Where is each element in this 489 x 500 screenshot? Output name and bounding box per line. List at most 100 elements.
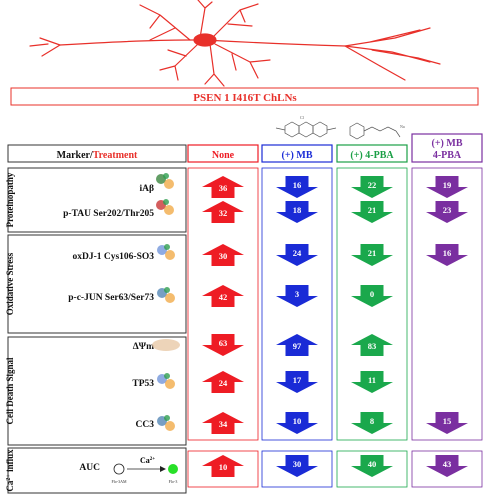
arrow-3-0-up-icon — [202, 285, 244, 307]
protein-structure-icon-1 — [156, 199, 174, 215]
value-6-3: 15 — [443, 416, 452, 426]
arrow-0-2-down-icon — [351, 176, 393, 198]
column-frame-0 — [187, 167, 259, 441]
value-6-0: 34 — [219, 419, 228, 429]
column-header-2: (+) 4-PBA — [350, 150, 394, 161]
arrow-6-2-down-icon — [351, 412, 393, 434]
column-frames — [187, 167, 483, 488]
calcium-ion-label: Ca2+ — [140, 456, 155, 465]
value-0-3: 19 — [443, 180, 452, 190]
column-frame-ca-0 — [187, 450, 259, 488]
mitochondrion-icon — [152, 339, 180, 351]
column-frame-3 — [411, 167, 483, 441]
marker-label-3: p-c-JUN Ser63/Ser73 — [68, 293, 154, 303]
value-7-0: 10 — [219, 462, 228, 472]
value-3-0: 42 — [219, 292, 228, 302]
value-7-3: 43 — [443, 459, 452, 469]
arrow-7-3-down-icon — [426, 455, 468, 477]
arrow-6-1-down-icon — [276, 412, 318, 434]
arrow-3-2-down-icon — [351, 285, 393, 307]
arrow-4-0-down-icon — [202, 334, 244, 356]
value-5-1: 17 — [293, 375, 302, 385]
arrow-5-1-down-icon — [276, 371, 318, 393]
flo3am-circle-icon — [113, 463, 125, 475]
value-3-2: 0 — [370, 289, 374, 299]
value-2-3: 16 — [443, 248, 452, 258]
4-pba-structure: Na — [349, 122, 405, 140]
arrow-5-2-down-icon — [351, 371, 393, 393]
ion-base: Ca — [140, 456, 150, 465]
marker-label-6: CC3 — [136, 420, 155, 430]
protein-structure-icon-3 — [157, 287, 175, 303]
marker-label-5: TP53 — [132, 379, 154, 389]
svg-text:Cl: Cl — [300, 115, 305, 120]
group-label-1: Oxidative Stress — [5, 252, 15, 315]
column-header-3-line1: (+) MB — [432, 138, 463, 149]
arrow-0-1-down-icon — [276, 176, 318, 198]
treatment-label: Treatment — [93, 150, 138, 161]
column-header-box-2 — [336, 144, 408, 163]
marker-label: Marker/ — [57, 150, 93, 161]
arrow-2-2-down-icon — [351, 244, 393, 266]
arrow-7-0-up-icon — [202, 455, 244, 477]
arrow-4-1-up-icon — [276, 334, 318, 356]
value-4-1: 97 — [293, 341, 302, 351]
group-label-2: Cell Death Signal — [5, 357, 15, 425]
group-label-0: Proteinopathy — [5, 172, 15, 227]
column-header-box-1 — [261, 144, 333, 163]
arrow-1-2-down-icon — [351, 201, 393, 223]
title-box — [10, 87, 479, 106]
protein-structure-icon-2 — [157, 244, 175, 260]
value-2-0: 30 — [219, 251, 228, 261]
value-2-1: 24 — [293, 248, 302, 258]
column-frame-ca-2 — [336, 450, 408, 488]
column-header-1: (+) MB — [282, 150, 313, 161]
marker-label-4: ΔΨm — [133, 342, 154, 352]
arrow-7-1-down-icon — [276, 455, 318, 477]
value-0-0: 36 — [219, 183, 228, 193]
value-6-2: 8 — [370, 416, 374, 426]
marker-treatment-header — [7, 144, 187, 163]
value-7-1: 30 — [293, 459, 302, 469]
arrow-1-3-down-icon — [426, 201, 468, 223]
value-5-2: 11 — [368, 375, 376, 385]
value-4-0: 63 — [219, 338, 228, 348]
methylene-blue-structure: Cl — [275, 115, 337, 138]
arrow-head-icon — [160, 466, 166, 472]
arrow-6-0-up-icon — [202, 412, 244, 434]
arrow-3-1-down-icon — [276, 285, 318, 307]
protein-structure-icon-0 — [156, 173, 174, 189]
svg-text:Na: Na — [400, 124, 405, 129]
arrow-5-0-up-icon — [202, 371, 244, 393]
value-0-1: 16 — [293, 180, 302, 190]
value-1-3: 23 — [443, 205, 452, 215]
value-2-2: 21 — [368, 248, 377, 258]
value-3-1: 3 — [295, 289, 299, 299]
arrow-1-1-down-icon — [276, 201, 318, 223]
flo3-circle-icon — [168, 464, 178, 474]
column-header-3-line2: 4-PBA — [433, 150, 462, 161]
arrow-4-2-up-icon — [351, 334, 393, 356]
marker-label-0: iAβ — [139, 184, 154, 194]
arrow-2-3-down-icon — [426, 244, 468, 266]
column-frame-ca-3 — [411, 450, 483, 488]
arrow-6-3-down-icon — [426, 412, 468, 434]
arrow-7-2-down-icon — [351, 455, 393, 477]
value-4-2: 83 — [368, 341, 377, 351]
arrow-0-3-down-icon — [426, 176, 468, 198]
marker-rows: iAβ 36 16 22 19p-TAU Ser202/Thr205 32 18 21 23ox… — [63, 173, 468, 477]
value-0-2: 22 — [368, 180, 377, 190]
value-5-0: 24 — [219, 378, 228, 388]
arrow-2-1-down-icon — [276, 244, 318, 266]
group-box-1 — [7, 234, 187, 334]
marker-label-1: p-TAU Ser202/Thr205 — [63, 209, 154, 219]
arrow-2-0-up-icon — [202, 244, 244, 266]
arrow-1-0-up-icon — [202, 201, 244, 223]
column-header-box-3 — [411, 133, 483, 163]
neuron-nucleus — [193, 33, 217, 47]
column-frame-ca-1 — [261, 450, 333, 488]
protein-structure-icon-6 — [157, 415, 175, 431]
value-1-2: 21 — [368, 205, 377, 215]
marker-label-7: AUC — [79, 463, 100, 473]
